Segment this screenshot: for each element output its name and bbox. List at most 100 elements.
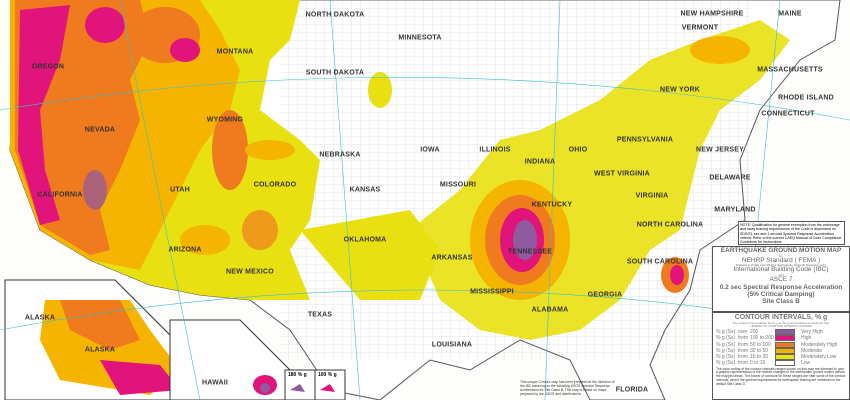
- legend: CONTOUR INTERVALS, % g The contour lines…: [712, 312, 850, 400]
- state-label: VIRGINIA: [635, 192, 669, 200]
- title-acceleration: 0.2 sec Spectral Response Acceleration: [719, 283, 843, 291]
- state-label: FLORIDA: [615, 386, 649, 394]
- state-label: ALABAMA: [531, 306, 569, 314]
- state-label: KANSAS: [349, 186, 381, 194]
- legend-swatch: [775, 360, 795, 367]
- zone-moderately-high-utah: [212, 110, 248, 190]
- zone-high-washington: [85, 7, 125, 43]
- title-damping: (5% Critical Damping): [747, 290, 815, 298]
- state-label: CALIFORNIA: [37, 191, 83, 199]
- state-label: ALASKA: [24, 314, 56, 322]
- state-label: NEBRASKA: [319, 151, 361, 159]
- state-label: VERMONT: [681, 24, 719, 32]
- legend-subheading: The contour lines indicate the % g at th…: [732, 321, 830, 325]
- state-label: GEORGIA: [587, 291, 623, 299]
- state-label: ALASKA: [84, 346, 116, 354]
- state-label: NORTH CAROLINA: [636, 221, 704, 229]
- legend-keyword: from: [738, 335, 748, 342]
- inset-legend-b: 100 % g: [318, 372, 337, 378]
- legend-range: 50 to 100: [750, 341, 771, 348]
- legend-row: % g (Ss) from 0 to 15 Low: [713, 360, 849, 367]
- state-label: TENNESSEE: [507, 248, 553, 256]
- legend-swatch: [775, 328, 795, 335]
- legend-row: % g (Ss) from 30 to 50 Moderate: [713, 347, 849, 354]
- state-label: OKLAHOMA: [343, 236, 387, 244]
- legend-range: 30 to 50: [750, 347, 769, 354]
- legend-unit: % g (Ss): [716, 341, 736, 348]
- state-label: NEVADA: [84, 126, 116, 134]
- state-label: NEW HAMPSHIRE: [680, 10, 744, 18]
- state-label: WEST VIRGINIA: [594, 170, 650, 178]
- state-label: KENTUCKY: [531, 201, 573, 209]
- explanation-text: This unique Contour map has been prepare…: [520, 380, 615, 396]
- state-label: IOWA: [420, 146, 440, 154]
- state-label: ILLINOIS: [479, 146, 511, 154]
- zone-high-west: [18, 5, 70, 225]
- legend-row: % g (Ss) from 15 to 30 Moderately Low: [713, 354, 849, 361]
- state-label: TEXAS: [307, 311, 333, 319]
- inset-legend-a: 180 % g: [288, 372, 307, 378]
- legend-unit: % g (Ss): [716, 328, 736, 335]
- legend-keyword: over: [738, 328, 748, 335]
- zone-moderate-colorado: [245, 140, 295, 160]
- inset-value: 100: [318, 372, 327, 378]
- state-label: LOUISIANA: [431, 341, 473, 349]
- legend-label: Very High: [801, 328, 823, 335]
- legend-swatch: [775, 335, 795, 342]
- zone-moderate-new-england: [690, 36, 750, 64]
- legend-swatch: [775, 341, 795, 348]
- legend-label: High: [801, 335, 812, 342]
- title-asce: ASCE 7: [769, 276, 793, 284]
- title-ibc: International Building Code (IBC): [733, 266, 829, 274]
- legend-unit: % g (Ss): [716, 360, 736, 367]
- state-label: MARYLAND: [714, 206, 756, 214]
- zone-moderately-high-newmexico: [242, 210, 278, 250]
- legend-label: Moderately Low: [801, 354, 837, 361]
- state-label: HAWAII: [201, 379, 229, 387]
- zone-moderately-low-oklahoma: [300, 210, 440, 300]
- title-for: for: [779, 253, 783, 258]
- state-label: SOUTH CAROLINA: [626, 258, 694, 266]
- zone-moderate-arizona: [180, 225, 230, 255]
- legend-swatch: [775, 347, 795, 354]
- state-label: ARIZONA: [168, 246, 202, 254]
- state-label: MONTANA: [216, 48, 254, 56]
- legend-heading: CONTOUR INTERVALS, % g: [734, 314, 828, 321]
- state-label: NORTH DAKOTA: [305, 11, 365, 19]
- state-label: INDIANA: [524, 158, 556, 166]
- state-label: UTAH: [170, 186, 190, 194]
- legend-swatch: [775, 354, 795, 361]
- note-box: NOTE: Qualification for general exemptio…: [738, 221, 845, 245]
- inset-unit: % g: [297, 372, 307, 378]
- state-label: WYOMING: [206, 116, 244, 124]
- title-standard-sub: (Related to Public Law 95-124 "Earthquak…: [735, 263, 827, 268]
- legend-label: Moderate: [801, 347, 823, 354]
- zone-moderately-low-dakota: [368, 72, 392, 108]
- state-label: CONNECTICUT: [761, 110, 815, 118]
- legend-unit: % g (Ss): [716, 335, 736, 342]
- legend-subheading-2: LEGEND OF CONTOUR INTERVAL RANGES: [750, 324, 812, 329]
- legend-range: 200: [750, 328, 759, 335]
- state-label: NEW JERSEY: [696, 146, 744, 154]
- state-label: ARKANSAS: [431, 254, 473, 262]
- state-label: RHODE ISLAND: [778, 94, 834, 102]
- legend-row: % g (Ss) from 50 to 100 Moderately High: [713, 341, 849, 348]
- legend-range: 15 to 30: [750, 354, 769, 361]
- state-label: COLORADO: [253, 181, 297, 189]
- state-label: SOUTH DAKOTA: [305, 69, 365, 77]
- state-label: MAINE: [778, 10, 802, 18]
- title-site-class: Site Class B: [762, 297, 800, 305]
- legend-range: 0 to 15: [750, 360, 766, 367]
- state-label: MASSACHUSETTS: [757, 66, 823, 74]
- zone-very-high-new-madrid: [513, 220, 537, 260]
- state-label: NEW YORK: [660, 86, 700, 94]
- title-standard: NEHRP Standard ( FEMA ): [741, 256, 821, 264]
- state-label: NEW MEXICO: [226, 268, 274, 276]
- legend-keyword: from: [738, 341, 748, 348]
- state-label: PENNSYLVANIA: [616, 136, 674, 144]
- legend-label: Low: [801, 360, 811, 367]
- title-and: and: [778, 272, 784, 277]
- legend-description: The color coding of the contour interval…: [716, 366, 846, 386]
- map-title: EARTHQUAKE GROUND MOTION MAP: [720, 247, 842, 254]
